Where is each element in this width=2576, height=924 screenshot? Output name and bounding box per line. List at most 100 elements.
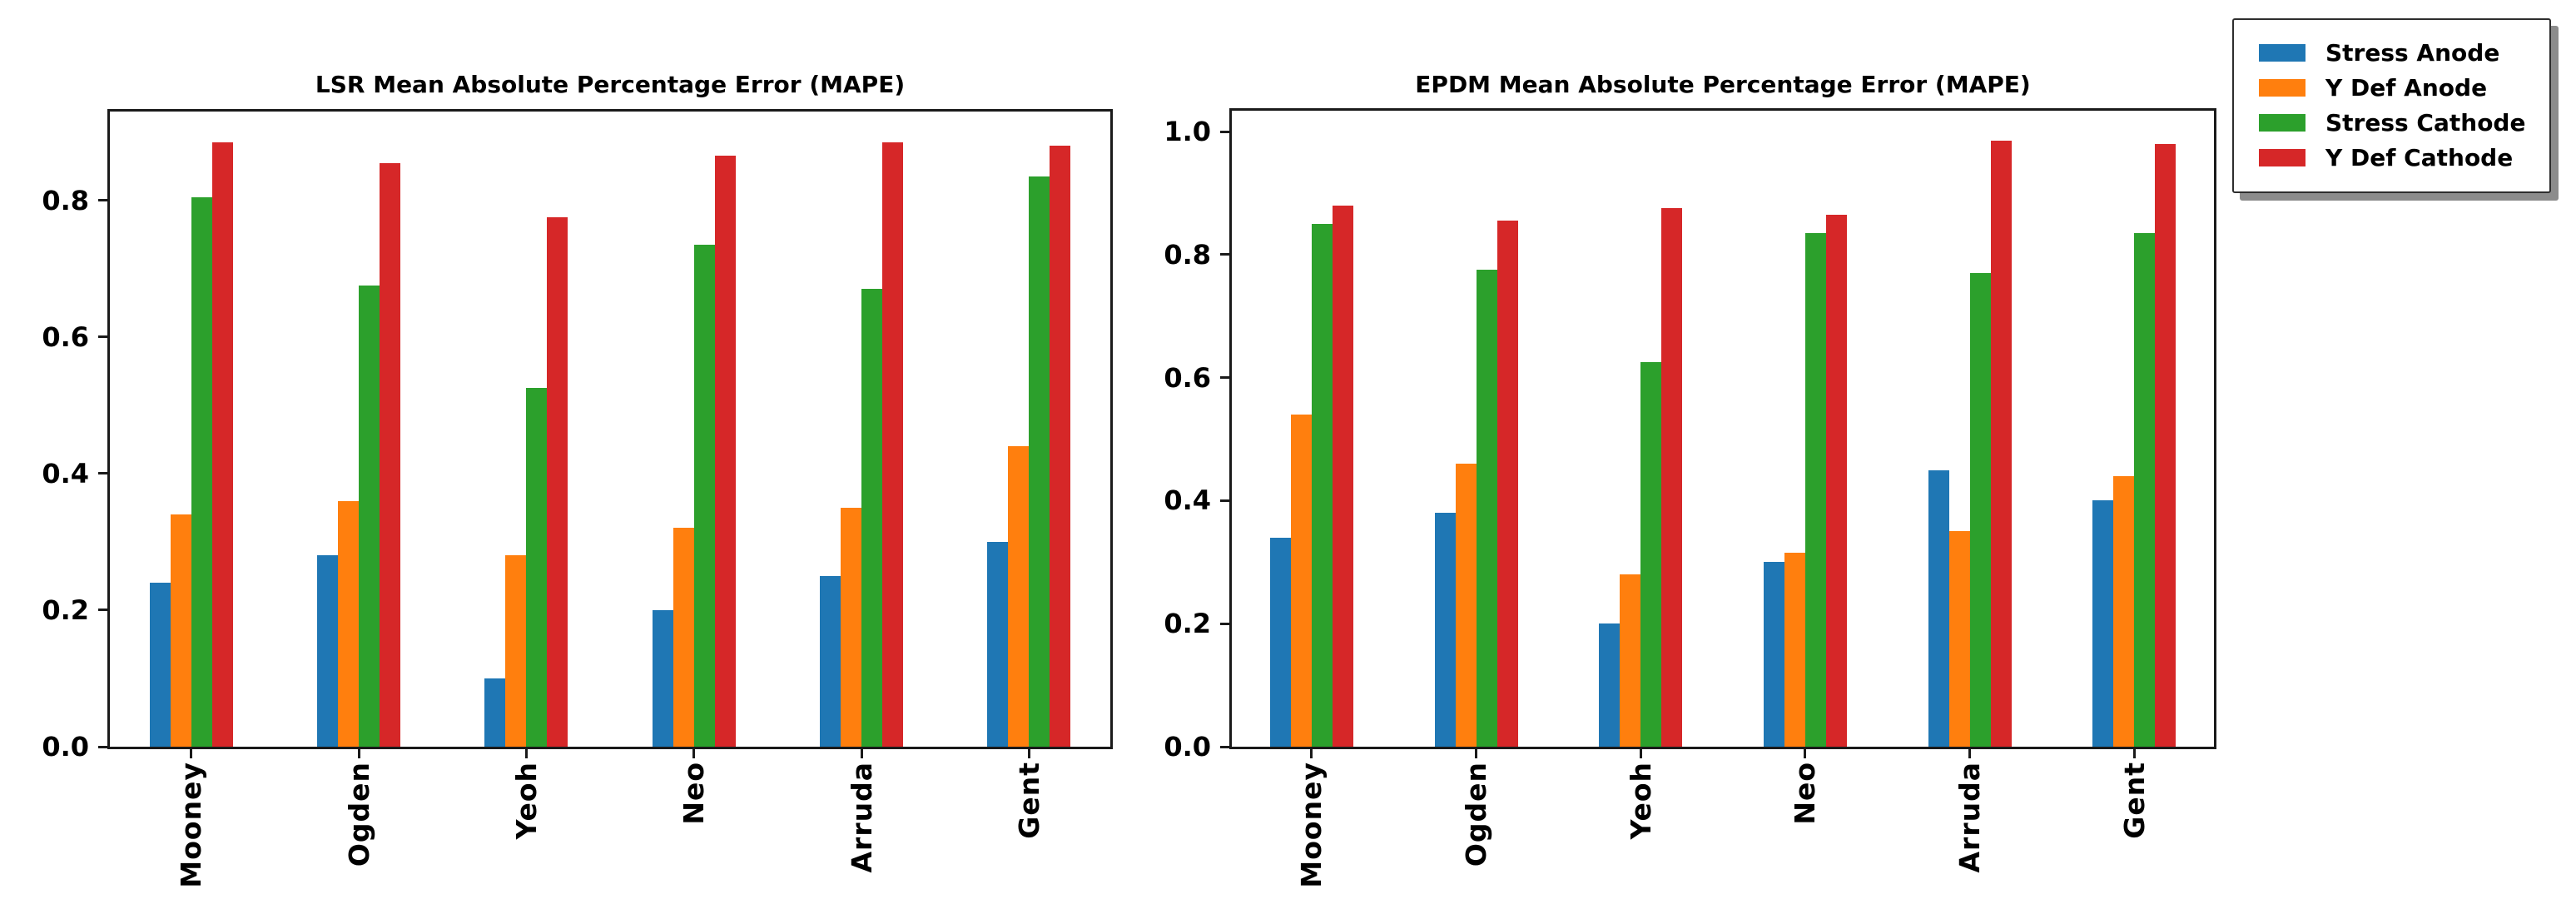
y-tick-mark [98,335,107,339]
y-tick-mark [1220,622,1229,625]
y-tick-label: 0.4 [1164,484,1211,517]
bar-lsr-neo-stress-cathode [693,245,715,747]
chart-title-lsr: LSR Mean Absolute Percentage Error (MAPE… [315,71,906,98]
legend-item-y-def-cathode: Y Def Cathode [2259,144,2533,171]
x-tick-mark [1027,749,1030,758]
bar-lsr-yeoh-y-def-anode [505,555,527,747]
bar-lsr-gent-y-def-anode [1008,446,1030,747]
x-tick-mark [524,749,528,758]
bar-lsr-mooney-stress-anode [149,583,171,747]
bar-lsr-neo-stress-anode [652,610,673,747]
bar-epdm-neo-stress-cathode [1804,233,1826,747]
bar-lsr-yeoh-stress-anode [484,678,506,747]
bar-epdm-arruda-stress-anode [1928,470,1949,747]
bar-lsr-mooney-stress-cathode [191,197,212,747]
x-category-label: Arruda [845,762,878,873]
bar-lsr-arruda-y-def-anode [841,508,861,747]
bar-lsr-neo-y-def-cathode [714,156,736,747]
legend-label: Y Def Anode [2325,74,2488,102]
bar-lsr-arruda-stress-cathode [861,289,882,747]
x-tick-mark [692,749,696,758]
y-tick-label: 0.8 [1164,238,1211,271]
y-tick-mark [98,745,107,748]
bar-epdm-gent-y-def-cathode [2155,144,2176,747]
bar-lsr-gent-y-def-cathode [1050,146,1071,747]
bar-epdm-neo-stress-anode [1763,562,1784,747]
y-tick-label: 0.2 [1164,608,1211,640]
y-tick-mark [98,472,107,475]
legend-box: Stress Anode Y Def Anode Stress Cathode Y D… [2232,18,2551,193]
bar-lsr-ogden-stress-cathode [359,286,380,747]
bar-lsr-gent-stress-cathode [1029,176,1050,747]
bar-lsr-ogden-stress-anode [317,555,338,747]
x-tick-mark [1639,749,1642,758]
bar-epdm-ogden-stress-anode [1434,513,1456,747]
legend-item-stress-cathode: Stress Cathode [2259,112,2533,135]
bar-epdm-ogden-y-def-cathode [1496,221,1518,747]
bar-epdm-mooney-stress-cathode [1311,224,1333,747]
x-category-label: Arruda [1953,762,1986,873]
bar-lsr-arruda-stress-anode [820,576,841,747]
y-tick-label: 0.8 [42,184,89,216]
bar-lsr-mooney-y-def-anode [170,514,191,747]
y-tick-mark [98,199,107,202]
plot-area-epdm [1229,108,2216,749]
x-category-label: Ogden [342,762,375,867]
x-category-label: Yeoh [509,762,543,840]
y-tick-mark [1220,376,1229,380]
bar-lsr-mooney-y-def-cathode [211,142,233,747]
bar-lsr-neo-y-def-anode [673,528,694,747]
y-tick-mark [1220,253,1229,256]
bar-epdm-mooney-y-def-cathode [1332,206,1353,747]
legend-swatch-icon [2259,44,2305,62]
bar-epdm-ogden-stress-cathode [1476,270,1497,747]
x-tick-mark [190,749,193,758]
legend-label: Stress Anode [2325,39,2500,67]
y-tick-label: 0.0 [1164,731,1211,763]
x-tick-mark [1475,749,1477,758]
x-category-label: Mooney [175,762,208,888]
bar-epdm-neo-y-def-cathode [1825,215,1847,747]
x-tick-mark [860,749,863,758]
bar-lsr-yeoh-stress-cathode [526,388,548,747]
x-category-label: Neo [678,762,711,825]
bar-epdm-ogden-y-def-anode [1455,464,1477,747]
x-category-label: Ogden [1460,762,1492,867]
x-category-label: Gent [1012,762,1045,839]
bar-lsr-yeoh-y-def-cathode [547,217,568,747]
y-tick-label: 0.6 [42,320,89,353]
bar-epdm-gent-stress-anode [2092,500,2114,747]
x-tick-mark [357,749,360,758]
legend-swatch-icon [2259,79,2305,97]
plot-area-lsr [107,109,1113,749]
bar-epdm-neo-y-def-anode [1784,553,1805,747]
chart-title-epdm: EPDM Mean Absolute Percentage Error (MAP… [1415,71,2031,98]
x-category-label: Yeoh [1624,762,1657,840]
bar-epdm-mooney-y-def-anode [1290,415,1312,747]
y-tick-label: 0.0 [42,731,89,763]
bar-lsr-ogden-y-def-anode [338,501,359,747]
bar-epdm-arruda-stress-cathode [1969,273,1991,747]
bar-epdm-yeoh-y-def-anode [1620,574,1641,747]
legend-label: Y Def Cathode [2325,144,2514,171]
y-tick-mark [1220,499,1229,502]
y-tick-mark [1220,745,1229,748]
bar-lsr-arruda-y-def-cathode [882,142,903,747]
y-tick-label: 0.4 [42,457,89,489]
x-tick-mark [1310,749,1313,758]
bar-epdm-yeoh-stress-anode [1599,623,1621,747]
y-tick-mark [98,609,107,612]
bar-lsr-ogden-y-def-cathode [380,163,400,747]
y-tick-label: 1.0 [1164,116,1211,148]
legend-item-stress-anode: Stress Anode [2259,39,2533,67]
legend-swatch-icon [2259,149,2305,166]
x-tick-mark [1804,749,1807,758]
bar-epdm-yeoh-y-def-cathode [1661,208,1683,747]
y-tick-mark [1220,130,1229,133]
y-tick-label: 0.2 [42,594,89,626]
bar-epdm-arruda-y-def-anode [1948,531,1970,747]
bar-epdm-mooney-stress-anode [1269,538,1291,747]
x-category-label: Mooney [1295,762,1328,888]
x-tick-mark [2132,749,2136,758]
